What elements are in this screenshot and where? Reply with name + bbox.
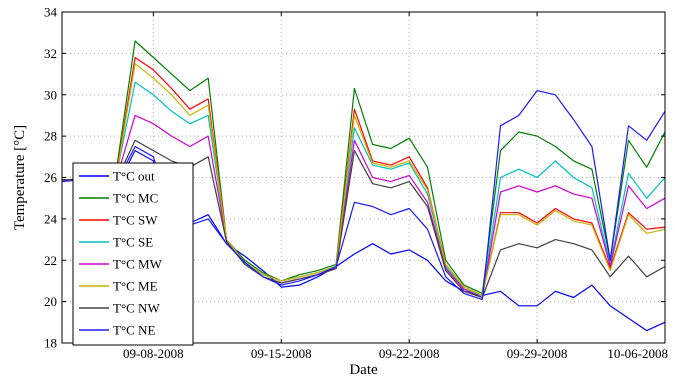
series-line-6 bbox=[62, 139, 666, 299]
legend-box bbox=[72, 162, 194, 346]
legend-label: T°C NW bbox=[113, 301, 160, 316]
x-tick-label: 09-08-2008 bbox=[123, 346, 184, 361]
legend-label: T°C out bbox=[113, 169, 155, 184]
series-line-4 bbox=[62, 114, 666, 299]
series-line-3 bbox=[62, 81, 666, 296]
y-tick-label: 20 bbox=[44, 294, 57, 309]
x-axis-label: Date bbox=[349, 362, 378, 378]
y-tick-label: 30 bbox=[44, 87, 57, 102]
y-tick-label: 18 bbox=[44, 336, 57, 351]
x-tick-label: 09-29-2008 bbox=[507, 346, 568, 361]
y-tick-label: 28 bbox=[44, 129, 57, 144]
legend-label: T°C SE bbox=[113, 235, 153, 250]
legend-label: T°C MW bbox=[113, 257, 163, 272]
legend-label: T°C SW bbox=[113, 213, 158, 228]
legend: T°C out T°C MC T°C SW T°C SE T°C MW T°C ME T°C… bbox=[72, 162, 194, 346]
series-line-1 bbox=[62, 40, 666, 294]
y-axis-label: Temperature [°C] bbox=[12, 125, 28, 230]
y-tick-label: 34 bbox=[44, 5, 58, 20]
legend-label: T°C ME bbox=[113, 279, 158, 294]
legend-label: T°C NE bbox=[113, 323, 155, 338]
y-tick-label: 22 bbox=[44, 253, 57, 268]
axis-ticks: 18 20 22 24 26 28 30 32 34 09-08-2008 09-15-2008 09… bbox=[44, 5, 668, 362]
y-tick-label: 24 bbox=[44, 211, 58, 226]
series-line-5 bbox=[62, 63, 666, 296]
y-tick-label: 32 bbox=[44, 46, 57, 61]
y-tick-label: 26 bbox=[44, 170, 58, 185]
x-tick-label: 09-22-2008 bbox=[379, 346, 440, 361]
series-line-2 bbox=[62, 56, 666, 296]
legend-label: T°C MC bbox=[113, 191, 158, 206]
x-tick-label: 09-15-2008 bbox=[251, 346, 312, 361]
x-tick-label: 10-06-2008 bbox=[607, 346, 668, 361]
